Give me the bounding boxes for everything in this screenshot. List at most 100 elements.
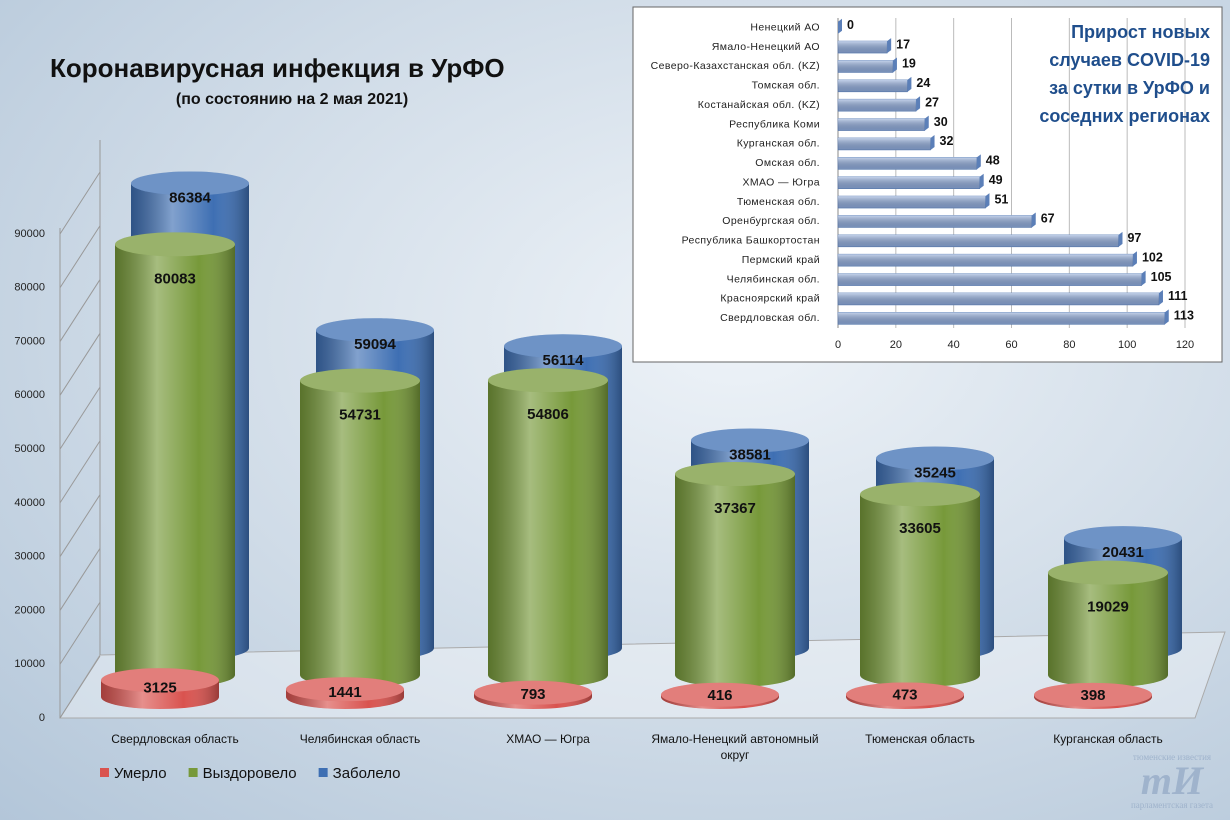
x-tick-label: 80 bbox=[1063, 339, 1075, 351]
x-tick-label: 60 bbox=[1005, 339, 1017, 351]
value-label: 86384 bbox=[169, 189, 211, 206]
x-tick-label: 120 bbox=[1176, 339, 1194, 351]
y-tick-label: Республика Коми bbox=[729, 118, 820, 130]
value-label: 97 bbox=[1127, 231, 1141, 245]
cylinder-top bbox=[300, 368, 420, 393]
x-tick-label: Курганская область bbox=[1053, 732, 1163, 746]
value-label: 33605 bbox=[899, 520, 941, 537]
bar-side bbox=[1118, 231, 1123, 247]
value-label: 49 bbox=[989, 173, 1003, 187]
cylinder-top bbox=[101, 668, 219, 693]
value-label: 48 bbox=[986, 154, 1000, 168]
legend-swatch bbox=[100, 768, 109, 777]
value-label: 19029 bbox=[1087, 599, 1129, 616]
cylinder-top-shade bbox=[300, 368, 420, 393]
y-tick-label: ХМАО — Югра bbox=[742, 176, 820, 188]
x-tick-label: Ямало-Ненецкий автономный округ bbox=[651, 732, 819, 762]
cylinder-top-shade bbox=[691, 428, 809, 453]
bar-shade bbox=[838, 41, 888, 54]
cylinder-top-shade bbox=[316, 318, 434, 343]
value-label: 111 bbox=[1168, 289, 1188, 303]
grid-line bbox=[59, 279, 101, 342]
cylinder-top-shade bbox=[474, 680, 592, 705]
cylinder-top-shade bbox=[101, 668, 219, 693]
value-label: 24 bbox=[916, 76, 930, 90]
cylinder-shade bbox=[300, 380, 420, 687]
value-label: 17 bbox=[896, 37, 910, 51]
bar-side bbox=[924, 115, 929, 131]
y-tick-label: 90000 bbox=[14, 228, 45, 240]
y-tick-label: Красноярский край bbox=[720, 293, 820, 305]
cylinder-top-shade bbox=[488, 368, 608, 393]
chart-subtitle: (по состоянию на 2 мая 2021) bbox=[176, 91, 408, 108]
cylinder-top bbox=[474, 680, 592, 705]
bar-shade bbox=[838, 137, 931, 150]
y-tick-label: Северо-Казахстанская обл. (KZ) bbox=[651, 60, 820, 72]
value-label: 19 bbox=[902, 57, 916, 71]
grid-line bbox=[59, 171, 101, 235]
bar-shade bbox=[838, 196, 986, 209]
cylinder-top-shade bbox=[115, 232, 235, 257]
bar-side bbox=[838, 18, 842, 34]
inset-title: Прирост новых случаев COVID-19 за сутки … bbox=[1039, 22, 1210, 126]
cylinder-shade bbox=[860, 494, 980, 687]
watermark-logo: тИ bbox=[1140, 758, 1204, 803]
cylinder-top bbox=[504, 334, 622, 359]
grid-line bbox=[59, 333, 101, 396]
y-tick-label: 10000 bbox=[14, 658, 45, 670]
x-tick-label: Свердловская область bbox=[111, 732, 239, 746]
x-tick-label: ХМАО — Югра bbox=[506, 732, 590, 746]
bar-side bbox=[1164, 309, 1169, 325]
grid-line bbox=[59, 548, 101, 611]
bar-side bbox=[976, 154, 981, 170]
cylinder-top-shade bbox=[846, 682, 964, 707]
bar-shade bbox=[838, 60, 893, 73]
value-label: 3125 bbox=[143, 680, 176, 697]
value-label: 54731 bbox=[339, 407, 381, 424]
grid-line bbox=[59, 225, 101, 289]
bar-side bbox=[985, 193, 990, 209]
x-tick-label: 20 bbox=[890, 339, 902, 351]
x-tick-label: Тюменская область bbox=[865, 732, 975, 746]
value-label: 37367 bbox=[714, 500, 756, 517]
cylinder-top bbox=[1048, 560, 1168, 585]
cylinder-top-shade bbox=[661, 682, 779, 707]
bar-side bbox=[1132, 251, 1137, 267]
bar-side bbox=[907, 76, 912, 92]
x-tick-label: Челябинская область bbox=[299, 732, 421, 746]
value-label: 416 bbox=[707, 687, 732, 704]
value-label: 38581 bbox=[729, 446, 771, 463]
bar-side bbox=[1031, 212, 1036, 228]
grid-line bbox=[59, 601, 101, 665]
y-tick-label: 60000 bbox=[14, 389, 45, 401]
value-label: 59094 bbox=[354, 336, 396, 353]
x-tick-label: 100 bbox=[1118, 339, 1136, 351]
watermark: тюменские известия тИ парламентская газе… bbox=[1118, 752, 1226, 810]
bar-shade bbox=[838, 118, 925, 131]
cylinder-top bbox=[860, 482, 980, 507]
cylinder-top bbox=[316, 318, 434, 343]
cylinder-shade bbox=[675, 474, 795, 687]
value-label: 30 bbox=[934, 115, 948, 129]
bar-shade bbox=[838, 292, 1159, 305]
y-tick-label: Костанайская обл. (KZ) bbox=[698, 99, 820, 111]
grid-line bbox=[59, 440, 101, 504]
y-tick-label: 80000 bbox=[14, 282, 45, 294]
cylinder-shade bbox=[1048, 572, 1168, 687]
value-label: 56114 bbox=[543, 352, 585, 369]
legend-label: Умерло bbox=[114, 765, 167, 782]
cylinder-top bbox=[286, 677, 404, 702]
cylinder-top-shade bbox=[504, 334, 622, 359]
value-label: 1441 bbox=[328, 684, 361, 701]
y-tick-label: 50000 bbox=[14, 443, 45, 455]
y-tick-label: Тюменская обл. bbox=[737, 196, 820, 208]
y-tick-label: 70000 bbox=[14, 335, 45, 347]
cylinder-shade bbox=[488, 380, 608, 687]
value-label: 105 bbox=[1151, 270, 1172, 284]
y-tick-label: Томская обл. bbox=[752, 80, 820, 92]
bar-side bbox=[930, 134, 935, 150]
grid-line bbox=[59, 655, 101, 719]
legend-label: Выздоровело bbox=[203, 765, 297, 782]
y-tick-label: Республика Башкортостан bbox=[682, 235, 820, 247]
